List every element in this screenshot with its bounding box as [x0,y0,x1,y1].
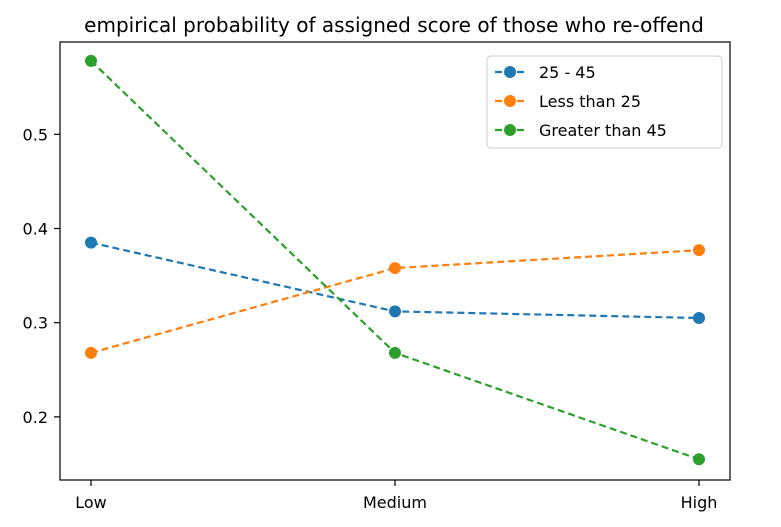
legend-label: Less than 25 [539,92,641,111]
legend-label: 25 - 45 [539,63,596,82]
series-layer [85,54,705,466]
data-point [693,311,705,324]
data-point [389,262,401,275]
y-tick-label: 0.5 [23,125,48,144]
y-axis: 0.2 0.3 0.4 0.5 [23,125,60,427]
x-tick-label: Medium [363,493,427,512]
data-point [389,346,401,359]
data-point [693,453,705,466]
legend-marker [504,95,516,107]
data-point [389,305,401,318]
legend: 25 - 45 Less than 25 Greater than 45 [486,55,723,149]
data-point [693,244,705,257]
y-tick-label: 0.4 [23,220,48,239]
chart-title: empirical probability of assigned score … [84,13,704,37]
x-tick-label: Low [75,493,107,512]
data-point [85,54,97,67]
y-tick-label: 0.2 [23,408,48,427]
legend-box [486,55,723,149]
x-axis: Low Medium High [75,480,717,512]
legend-marker [504,124,516,136]
x-tick-label: High [681,493,718,512]
y-tick-label: 0.3 [23,314,48,333]
series-line [90,249,700,354]
data-point [85,236,97,249]
data-point [85,346,97,359]
legend-label: Greater than 45 [539,121,667,140]
legend-marker [504,66,516,78]
